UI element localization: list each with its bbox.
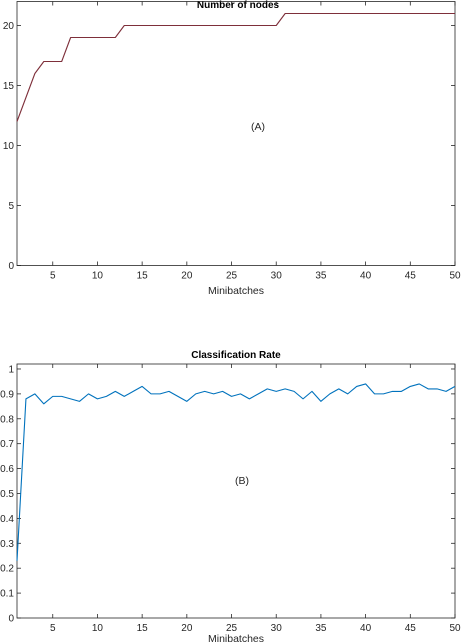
chart-b-ticks: 5 10 15 20 25 30 35 40 45 50 0 0.1 0.2 0.3 0.4 0.5 0.6 0.… xyxy=(0,364,461,634)
chart-a-title: Number of nodes xyxy=(197,0,280,11)
chart-b-annotation: (B) xyxy=(235,475,249,487)
x-tick-label: 35 xyxy=(315,271,327,282)
x-tick-label: 5 xyxy=(50,271,56,282)
chart-a-annotation: (A) xyxy=(251,121,265,133)
x-tick-label: 10 xyxy=(92,623,104,634)
y-tick-label: 1 xyxy=(8,364,14,375)
x-tick-label: 10 xyxy=(92,271,104,282)
chart-a: Number of nodes 5 10 15 20 25 30 35 40 45 50 0 5 10 1… xyxy=(3,0,461,297)
y-tick-label: 0 xyxy=(8,614,14,625)
x-tick-label: 15 xyxy=(137,271,149,282)
x-tick-label: 20 xyxy=(181,271,193,282)
x-tick-label: 30 xyxy=(271,623,283,634)
x-tick-label: 40 xyxy=(360,271,372,282)
y-tick-label: 20 xyxy=(3,21,15,32)
y-tick-label: 0.8 xyxy=(0,414,14,425)
series-line xyxy=(16,12,455,122)
x-tick-label: 25 xyxy=(226,623,238,634)
x-tick-label: 30 xyxy=(271,271,283,282)
chart-b: Classification Rate 5 10 15 20 25 30 35 40 45 500… xyxy=(0,350,461,644)
y-tick-label: 0 xyxy=(8,261,14,272)
chart-b-axes-box xyxy=(16,363,456,619)
x-tick-label: 50 xyxy=(449,271,461,282)
y-tick-label: 0.7 xyxy=(0,439,14,450)
y-tick-label: 5 xyxy=(8,201,14,212)
x-tick-label: 25 xyxy=(226,271,238,282)
y-tick-label: 0.5 xyxy=(0,489,14,500)
y-tick-label: 10 xyxy=(3,141,15,152)
y-tick-label: 0.3 xyxy=(0,539,14,550)
y-tick-label: 0.4 xyxy=(0,514,14,525)
chart-a-xlabel: Minibatches xyxy=(208,285,264,297)
x-tick-label: 5 xyxy=(50,623,56,634)
y-tick-label: 0.6 xyxy=(0,464,14,475)
x-tick-label: 20 xyxy=(181,623,193,634)
y-tick-label: 15 xyxy=(3,81,15,92)
chart-a-axes-box xyxy=(16,1,456,266)
y-tick-label: 0.9 xyxy=(0,389,14,400)
chart-a-ticks: 5 10 15 20 25 30 35 40 45 50 0 5 10 15 20 xyxy=(3,1,461,282)
x-tick-label: 45 xyxy=(405,623,417,634)
x-tick-label: 35 xyxy=(315,623,327,634)
chart-b-xlabel: Minibatches xyxy=(208,633,264,644)
x-tick-label: 45 xyxy=(405,271,417,282)
chart-b-series-group xyxy=(16,383,456,561)
y-tick-label: 0.1 xyxy=(0,589,14,600)
chart-b-title: Classification Rate xyxy=(191,350,281,361)
series-line xyxy=(16,383,456,561)
x-tick-label: 50 xyxy=(449,623,461,634)
x-tick-label: 15 xyxy=(137,623,149,634)
y-tick-label: 0.2 xyxy=(0,564,14,575)
chart-a-series-group xyxy=(16,12,455,122)
x-tick-label: 40 xyxy=(360,623,372,634)
